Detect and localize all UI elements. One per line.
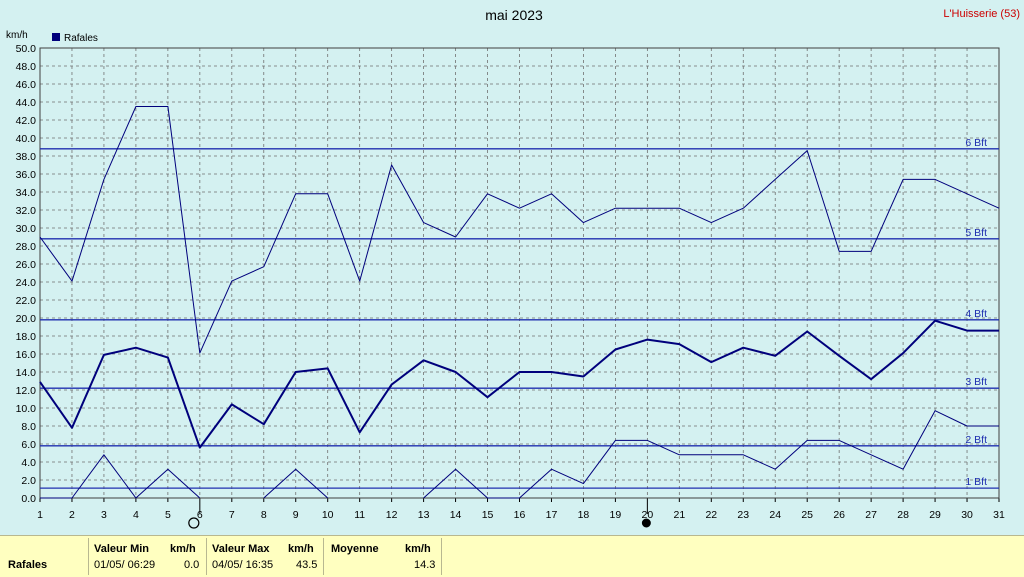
x-tick-label: 13 [418, 509, 430, 521]
y-tick-label: 46.0 [16, 79, 37, 91]
x-tick-label: 31 [993, 509, 1005, 521]
x-tick-label: 19 [610, 509, 622, 521]
y-tick-label: 38.0 [16, 151, 37, 163]
max-value: 43.5 [296, 559, 318, 571]
x-tick-label: 24 [769, 509, 781, 521]
x-tick-label: 27 [865, 509, 877, 521]
x-tick-label: 4 [133, 509, 139, 521]
series-line-min [40, 454, 201, 499]
y-tick-label: 20.0 [16, 313, 37, 325]
y-tick-label: 0.0 [21, 493, 36, 505]
series-line-max [39, 106, 1000, 354]
x-tick-label: 10 [322, 509, 334, 521]
x-tick-label: 7 [229, 509, 235, 521]
y-tick-label: 4.0 [21, 457, 36, 469]
x-tick-label: 25 [801, 509, 813, 521]
max-date: 04/05/ 16:35 [212, 559, 274, 571]
y-tick-label: 6.0 [21, 439, 36, 451]
y-tick-label: 18.0 [16, 331, 37, 343]
y-tick-label: 12.0 [16, 385, 37, 397]
min-header: Valeur Min [94, 543, 150, 555]
avg-header: Moyenne [331, 543, 379, 555]
x-tick-label: 1 [37, 509, 43, 521]
max-unit: km/h [288, 543, 314, 555]
x-tick-label: 11 [354, 509, 365, 521]
x-tick-label: 8 [261, 509, 267, 521]
new-moon-icon [641, 518, 651, 528]
y-tick-label: 50.0 [16, 43, 37, 55]
beaufort-label: 3 Bft [965, 376, 987, 388]
x-tick-label: 16 [514, 509, 526, 521]
y-tick-label: 34.0 [16, 187, 37, 199]
x-tick-label: 6 [197, 509, 203, 521]
y-tick-label: 8.0 [21, 421, 36, 433]
x-tick-label: 22 [705, 509, 717, 521]
x-tick-label: 3 [101, 509, 107, 521]
avg-unit: km/h [405, 543, 431, 555]
y-tick-label: 10.0 [16, 403, 37, 415]
y-tick-label: 26.0 [16, 259, 37, 271]
y-tick-label: 42.0 [16, 115, 37, 127]
y-axis-label: km/h [6, 30, 28, 41]
full-moon-icon [188, 517, 200, 529]
series-line-min [423, 410, 999, 499]
beaufort-label: 2 Bft [965, 434, 987, 446]
stats-footer: Rafales Valeur Min km/h 01/05/ 06:29 0.0… [0, 535, 1024, 577]
x-tick-label: 18 [578, 509, 590, 521]
station-name: L'Huisserie (53) [943, 8, 1020, 20]
x-tick-label: 17 [546, 509, 558, 521]
y-tick-label: 44.0 [16, 97, 37, 109]
min-unit: km/h [170, 543, 196, 555]
y-tick-label: 14.0 [16, 367, 37, 379]
x-tick-label: 21 [673, 509, 685, 521]
x-tick-label: 5 [165, 509, 171, 521]
legend-swatch [52, 33, 60, 41]
y-tick-label: 16.0 [16, 349, 37, 361]
x-tick-label: 20 [642, 509, 654, 521]
avg-value: 14.3 [414, 559, 436, 571]
y-tick-label: 32.0 [16, 205, 37, 217]
beaufort-label: 4 Bft [965, 308, 987, 320]
x-tick-label: 29 [929, 509, 941, 521]
y-tick-label: 22.0 [16, 295, 37, 307]
beaufort-label: 5 Bft [965, 227, 987, 239]
x-tick-label: 30 [961, 509, 973, 521]
footer-row-label: Rafales [8, 559, 48, 571]
plot-area: 0.0 2.0 4.0 6.0 8.0 10.0 12.0 14.0 16.0 18.0 20.0 2… [16, 43, 1005, 529]
y-tick-label: 30.0 [16, 223, 37, 235]
x-tick-label: 26 [833, 509, 845, 521]
y-tick-label: 40.0 [16, 133, 37, 145]
series-line-min [263, 468, 329, 499]
chart-title: mai 2023 [485, 7, 543, 23]
x-tick-label: 15 [482, 509, 494, 521]
min-value: 0.0 [184, 559, 200, 571]
legend-label: Rafales [64, 33, 98, 44]
min-date: 01/05/ 06:29 [94, 559, 156, 571]
y-tick-label: 36.0 [16, 169, 37, 181]
beaufort-label: 1 Bft [965, 476, 987, 488]
x-tick-label: 9 [293, 509, 299, 521]
x-tick-label: 23 [737, 509, 749, 521]
x-tick-label: 2 [69, 509, 75, 521]
x-tick-label: 14 [450, 509, 462, 521]
y-tick-label: 24.0 [16, 277, 37, 289]
series-line-moyenne [39, 319, 999, 449]
chart: mai 2023 L'Huisserie (53) km/h Rafales 0… [6, 7, 1020, 529]
y-tick-label: 48.0 [16, 61, 37, 73]
beaufort-label: 6 Bft [965, 137, 987, 149]
x-tick-label: 28 [897, 509, 909, 521]
y-tick-label: 2.0 [21, 475, 36, 487]
x-tick-label: 12 [386, 509, 398, 521]
max-header: Valeur Max [212, 543, 270, 555]
y-tick-label: 28.0 [16, 241, 37, 253]
